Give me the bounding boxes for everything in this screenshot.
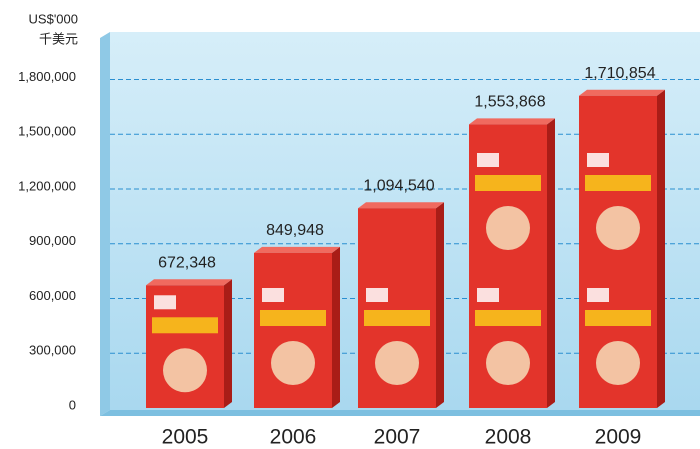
carton-face bbox=[375, 341, 419, 385]
carton-label bbox=[262, 288, 284, 302]
carton-label bbox=[154, 295, 176, 310]
carton-band bbox=[475, 175, 541, 191]
carton-label bbox=[366, 288, 388, 302]
y-tick-label: 900,000 bbox=[29, 233, 76, 248]
value-label: 849,948 bbox=[266, 222, 324, 239]
carton-band bbox=[260, 310, 326, 326]
y-tick-label: 300,000 bbox=[29, 343, 76, 358]
carton-band bbox=[475, 310, 541, 326]
bar-top bbox=[146, 279, 232, 286]
panel-edge bbox=[100, 32, 110, 416]
carton-face bbox=[596, 341, 640, 385]
value-label: 1,553,868 bbox=[474, 94, 545, 111]
bar-top bbox=[579, 89, 665, 96]
y-tick-label: 600,000 bbox=[29, 288, 76, 303]
bar-side bbox=[657, 89, 665, 408]
x-tick-label: 2007 bbox=[374, 426, 421, 449]
y-tick-label: 1,500,000 bbox=[18, 124, 76, 139]
carton-band bbox=[364, 310, 430, 326]
y-axis-unit: 千美元 bbox=[39, 31, 78, 46]
x-tick-label: 2006 bbox=[270, 426, 317, 449]
x-tick-label: 2009 bbox=[595, 426, 642, 449]
carton-band bbox=[585, 310, 651, 326]
y-tick-label: 0 bbox=[69, 397, 76, 412]
carton-face bbox=[163, 348, 207, 393]
carton-face bbox=[486, 341, 530, 385]
carton-face bbox=[486, 206, 530, 250]
y-tick-label: 1,200,000 bbox=[18, 178, 76, 193]
x-tick-label: 2008 bbox=[485, 426, 532, 449]
bar-top bbox=[469, 118, 555, 125]
bar-top bbox=[254, 246, 340, 253]
bar-top bbox=[358, 202, 444, 209]
carton-face bbox=[596, 206, 640, 250]
value-label: 1,094,540 bbox=[363, 177, 434, 194]
carton-label bbox=[587, 153, 609, 167]
value-label: 672,348 bbox=[158, 254, 216, 271]
carton-label bbox=[477, 153, 499, 167]
x-tick-label: 2005 bbox=[162, 426, 209, 449]
bar-side bbox=[547, 118, 555, 408]
carton-band bbox=[585, 175, 651, 191]
carton-band bbox=[152, 317, 218, 334]
y-tick-label: 1,800,000 bbox=[18, 69, 76, 84]
y-axis-unit: US$'000 bbox=[29, 11, 78, 26]
panel-floor bbox=[100, 410, 700, 416]
bar-side bbox=[436, 202, 444, 408]
carton-label bbox=[587, 288, 609, 302]
value-label: 1,710,854 bbox=[584, 65, 655, 82]
carton-label bbox=[477, 288, 499, 302]
carton-face bbox=[271, 341, 315, 385]
bar-side bbox=[332, 246, 340, 408]
bar-side bbox=[224, 279, 232, 408]
